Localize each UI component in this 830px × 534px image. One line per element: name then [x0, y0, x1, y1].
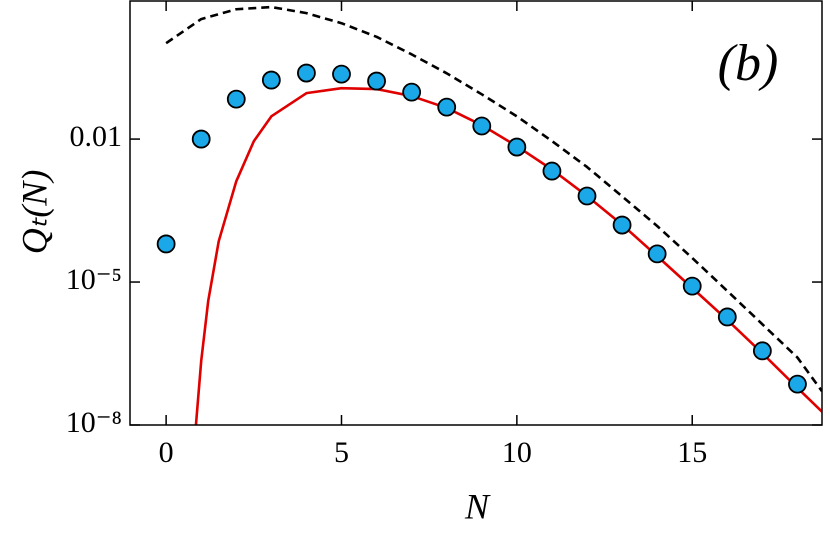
plot-frame [129, 0, 823, 426]
data-point [332, 64, 351, 84]
x-axis-label: N [464, 486, 491, 526]
y-axis-label: Qₜ(N) [14, 170, 54, 255]
data-point [261, 70, 281, 90]
data-point [542, 161, 562, 181]
data-point [647, 244, 667, 264]
x-tick-label: 10 [502, 436, 532, 469]
y-tick-label: 10⁻⁸ [66, 406, 122, 439]
x-tick-label: 0 [159, 436, 174, 469]
data-point [297, 63, 316, 83]
data-point [402, 82, 422, 102]
data-point [367, 71, 386, 91]
dashed-curve [165, 5, 822, 393]
x-tick-label: 5 [334, 436, 349, 469]
data-point [507, 137, 527, 157]
data-point [612, 215, 632, 235]
x-tick-label: 15 [677, 436, 707, 469]
data-point [156, 234, 176, 254]
y-tick-label: 0.01 [70, 120, 123, 153]
panel-label: (b) [718, 35, 779, 92]
data-point [717, 307, 737, 327]
data-point [437, 97, 457, 117]
data-point [472, 116, 492, 136]
curve [194, 86, 822, 425]
data-point [191, 129, 211, 149]
data-point [577, 186, 597, 206]
data-point [752, 341, 772, 361]
data-point [682, 276, 702, 296]
data-point [226, 89, 246, 109]
data-point [788, 374, 807, 394]
y-tick-label: 10⁻⁵ [66, 263, 122, 296]
